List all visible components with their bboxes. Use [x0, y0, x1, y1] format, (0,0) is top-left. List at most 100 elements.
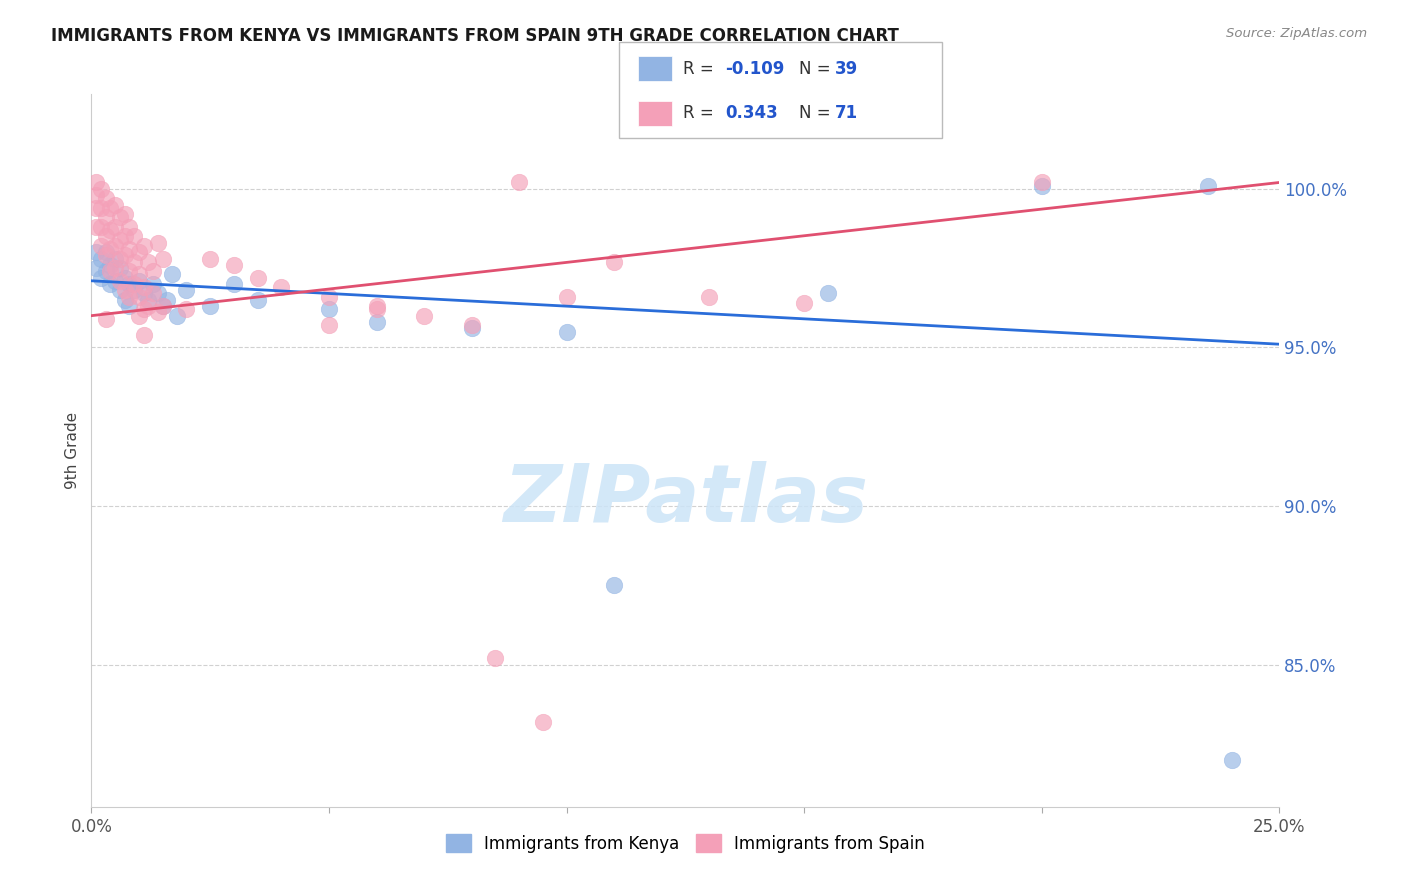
Point [108, 274, 131, 288]
Point [94, 211, 117, 225]
Point [128, 245, 150, 260]
Point [1031, 176, 1053, 190]
Point [793, 296, 815, 310]
Point [84, 176, 107, 190]
Point [118, 264, 141, 278]
Point [100, 242, 122, 256]
Point [413, 309, 436, 323]
Point [142, 277, 165, 291]
Text: R =: R = [683, 104, 720, 122]
Point [160, 268, 183, 282]
Text: 0.343: 0.343 [725, 104, 779, 122]
Point [246, 270, 269, 285]
Point [166, 309, 188, 323]
Point [84, 219, 107, 234]
Point [1197, 178, 1219, 193]
Text: ZIPatlas: ZIPatlas [503, 461, 868, 540]
Point [132, 302, 155, 317]
Point [118, 290, 141, 304]
Point [318, 290, 340, 304]
Point [104, 261, 127, 276]
Point [146, 235, 169, 250]
Text: 39: 39 [835, 60, 859, 78]
Point [318, 318, 340, 333]
Point [104, 239, 127, 253]
Point [104, 274, 127, 288]
Point [122, 283, 145, 297]
Point [104, 252, 127, 266]
Point [94, 245, 117, 260]
Point [138, 299, 160, 313]
Point [122, 277, 145, 291]
Point [94, 191, 117, 205]
Point [156, 293, 179, 307]
Point [128, 274, 150, 288]
Point [1031, 178, 1053, 193]
Point [132, 239, 155, 253]
Point [90, 219, 112, 234]
Point [118, 277, 141, 291]
Point [94, 311, 117, 326]
Point [152, 299, 174, 313]
Text: N =: N = [799, 60, 835, 78]
Point [114, 293, 136, 307]
Point [460, 321, 482, 335]
Point [122, 254, 145, 268]
Point [100, 277, 122, 291]
Text: N =: N = [799, 104, 835, 122]
Point [100, 258, 122, 272]
Point [94, 248, 117, 262]
Point [176, 283, 198, 297]
Point [318, 302, 340, 317]
Point [100, 223, 122, 237]
Point [132, 327, 155, 342]
Point [128, 309, 150, 323]
Point [142, 264, 165, 278]
Point [152, 252, 174, 266]
Point [84, 261, 107, 276]
Point [200, 299, 222, 313]
Point [90, 201, 112, 215]
Point [90, 239, 112, 253]
Point [90, 252, 112, 266]
Point [90, 182, 112, 196]
Point [108, 283, 131, 297]
Point [94, 264, 117, 278]
Point [100, 264, 122, 278]
Text: R =: R = [683, 60, 720, 78]
Point [146, 305, 169, 319]
Point [114, 229, 136, 244]
Point [555, 325, 578, 339]
Y-axis label: 9th Grade: 9th Grade [65, 412, 80, 489]
Text: Source: ZipAtlas.com: Source: ZipAtlas.com [1226, 27, 1367, 40]
Point [531, 714, 554, 729]
Point [146, 286, 169, 301]
Point [114, 248, 136, 262]
Point [118, 219, 141, 234]
Legend: Immigrants from Kenya, Immigrants from Spain: Immigrants from Kenya, Immigrants from S… [439, 828, 932, 860]
Point [817, 286, 839, 301]
Point [128, 290, 150, 304]
Point [90, 270, 112, 285]
Point [122, 229, 145, 244]
Point [508, 176, 530, 190]
Point [84, 245, 107, 260]
Point [94, 229, 117, 244]
Point [555, 290, 578, 304]
Point [100, 201, 122, 215]
Point [138, 293, 160, 307]
Point [114, 207, 136, 221]
Point [138, 254, 160, 268]
Point [1220, 753, 1243, 767]
Point [118, 299, 141, 313]
Point [176, 302, 198, 317]
Text: IMMIGRANTS FROM KENYA VS IMMIGRANTS FROM SPAIN 9TH GRADE CORRELATION CHART: IMMIGRANTS FROM KENYA VS IMMIGRANTS FROM… [51, 27, 898, 45]
Point [366, 299, 388, 313]
Point [84, 188, 107, 202]
Point [366, 315, 388, 329]
Point [108, 233, 131, 247]
Point [104, 219, 127, 234]
Point [114, 270, 136, 285]
Point [460, 318, 482, 333]
Point [270, 280, 292, 294]
